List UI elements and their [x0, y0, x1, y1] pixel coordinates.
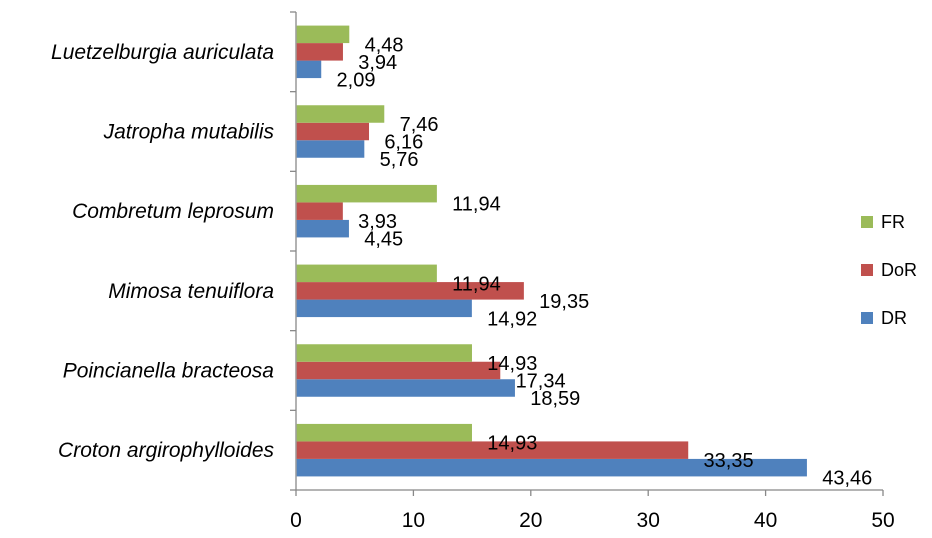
bar-fr: [296, 25, 350, 44]
bar-dr: [296, 379, 515, 397]
category-label: Luetzelburgia auriculata: [51, 41, 274, 64]
chart-axes: [290, 11, 884, 496]
chart-data-labels: 43,4633,3514,9318,5917,3414,9314,9219,35…: [337, 34, 873, 489]
bar-fr: [296, 184, 437, 203]
x-tick-label: 30: [637, 509, 660, 532]
category-label: Combretum leprosum: [72, 200, 274, 223]
legend-label-dor: DoR: [881, 260, 917, 280]
bar-dor: [296, 43, 343, 61]
bar-fr: [296, 344, 472, 362]
legend-label-dr: DR: [881, 308, 907, 328]
legend-swatch-dor: [861, 264, 873, 276]
category-label: Poincianella bracteosa: [63, 360, 274, 383]
data-label-dor: 3,93: [358, 211, 397, 233]
data-label-fr: 11,94: [452, 273, 501, 295]
data-label-fr: 14,93: [487, 353, 537, 375]
legend-label-fr: FR: [881, 212, 905, 232]
bar-dor: [296, 361, 501, 380]
bar-dor: [296, 441, 689, 459]
data-label-dr: 2,09: [337, 69, 376, 91]
data-label-fr: 11,94: [452, 194, 501, 216]
data-label-fr: 4,48: [365, 34, 404, 56]
data-label-dor: 33,35: [704, 450, 754, 472]
data-label-dr: 14,92: [487, 308, 537, 330]
data-label-dor: 3,94: [358, 52, 397, 74]
data-label-dr: 5,76: [380, 149, 419, 171]
x-tick-label: 50: [871, 509, 894, 532]
data-label-fr: 14,93: [487, 433, 537, 455]
chart-bars: [296, 25, 807, 477]
category-label: Croton argirophylloides: [58, 439, 274, 462]
x-tick-label: 20: [519, 509, 542, 532]
data-label-dor: 17,34: [516, 371, 566, 393]
bar-dr: [296, 140, 365, 158]
category-label: Mimosa tenuiflora: [108, 280, 274, 303]
data-label-dr: 4,45: [364, 229, 403, 251]
bar-dr: [296, 60, 322, 79]
bar-dr: [296, 458, 807, 477]
bar-fr: [296, 264, 437, 283]
x-tick-label: 10: [402, 509, 425, 532]
bar-fr: [296, 105, 385, 123]
bar-dr: [296, 219, 349, 238]
bar-dor: [296, 282, 524, 300]
category-labels: Croton argirophylloides Poincianella brac…: [51, 41, 274, 462]
data-label-dr: 18,59: [530, 388, 580, 410]
x-tick-label: 0: [290, 509, 302, 532]
bar-dor: [296, 122, 370, 141]
data-label-dor: 6,16: [384, 132, 423, 154]
x-tick-label: 40: [754, 509, 777, 532]
legend-swatch-dr: [861, 312, 873, 324]
legend-swatch-fr: [861, 216, 873, 228]
category-label: Jatropha mutabilis: [103, 121, 275, 144]
bar-fr: [296, 423, 472, 442]
data-label-fr: 7,46: [400, 114, 439, 136]
x-tick-labels: 0 10 20 30 40 50: [290, 509, 895, 532]
bar-dr: [296, 299, 472, 318]
data-label-dor: 19,35: [539, 291, 589, 313]
bar-dor: [296, 202, 343, 220]
chart-legend: FR DoR DR: [861, 212, 917, 328]
data-label-dr: 43,46: [822, 468, 872, 490]
